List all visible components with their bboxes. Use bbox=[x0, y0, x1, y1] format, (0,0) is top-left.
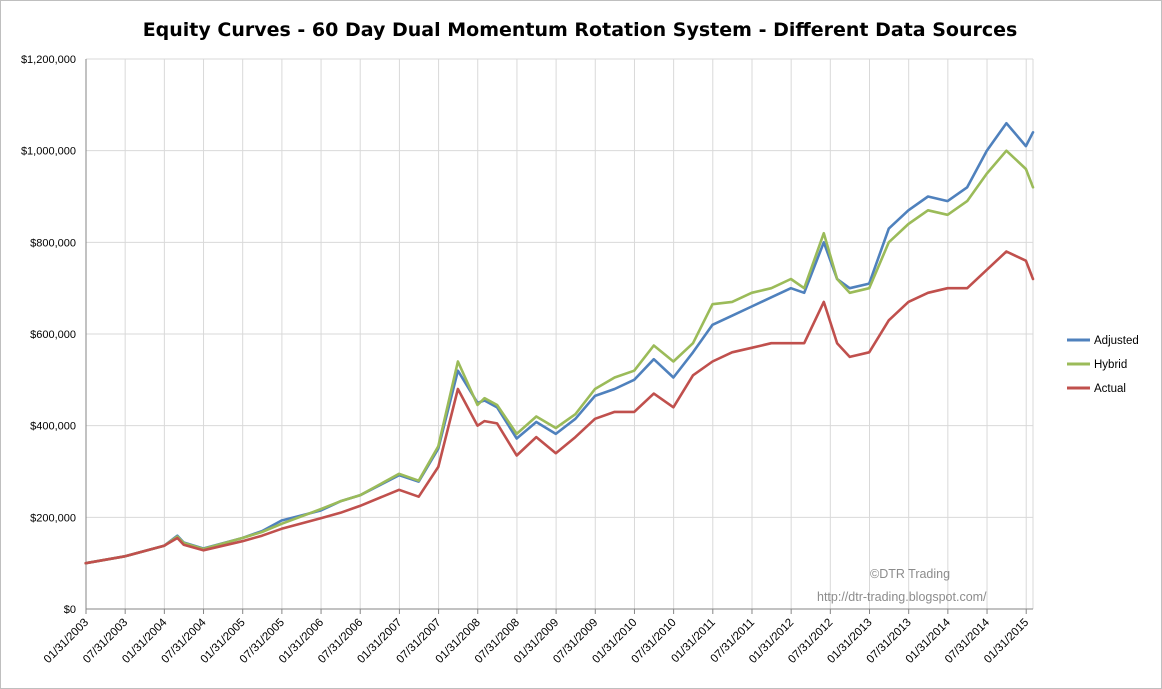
y-tick-label: $600,000 bbox=[30, 329, 76, 341]
grid-lines bbox=[85, 58, 1034, 610]
series-line-actual bbox=[84, 250, 1035, 565]
series-group bbox=[84, 121, 1035, 565]
chart-title: Equity Curves - 60 Day Dual Momentum Rot… bbox=[143, 19, 1018, 41]
series-line-hybrid bbox=[84, 149, 1035, 565]
watermark-url: http://dtr-trading.blogspot.com/ bbox=[817, 590, 987, 604]
y-tick-label: $200,000 bbox=[30, 512, 76, 524]
watermark-copyright: ©DTR Trading bbox=[870, 567, 950, 581]
y-tick-label: $400,000 bbox=[30, 421, 76, 433]
y-tick-label: $1,000,000 bbox=[21, 146, 76, 158]
legend-label-adjusted: Adjusted bbox=[1094, 335, 1139, 347]
y-tick-label: $800,000 bbox=[30, 237, 76, 249]
legend-label-hybrid: Hybrid bbox=[1094, 359, 1127, 371]
series-line-adjusted bbox=[84, 121, 1035, 565]
x-axis: 01/31/200307/31/200301/31/200407/31/2004… bbox=[42, 608, 1033, 666]
legend-label-actual: Actual bbox=[1094, 383, 1126, 395]
y-tick-label: $0 bbox=[64, 604, 76, 616]
y-tick-label: $1,200,000 bbox=[21, 54, 76, 66]
legend: Adjusted Hybrid Actual bbox=[1067, 335, 1139, 395]
y-axis: $0 $200,000 $400,000 $600,000 $800,000 $1,000… bbox=[21, 54, 87, 616]
